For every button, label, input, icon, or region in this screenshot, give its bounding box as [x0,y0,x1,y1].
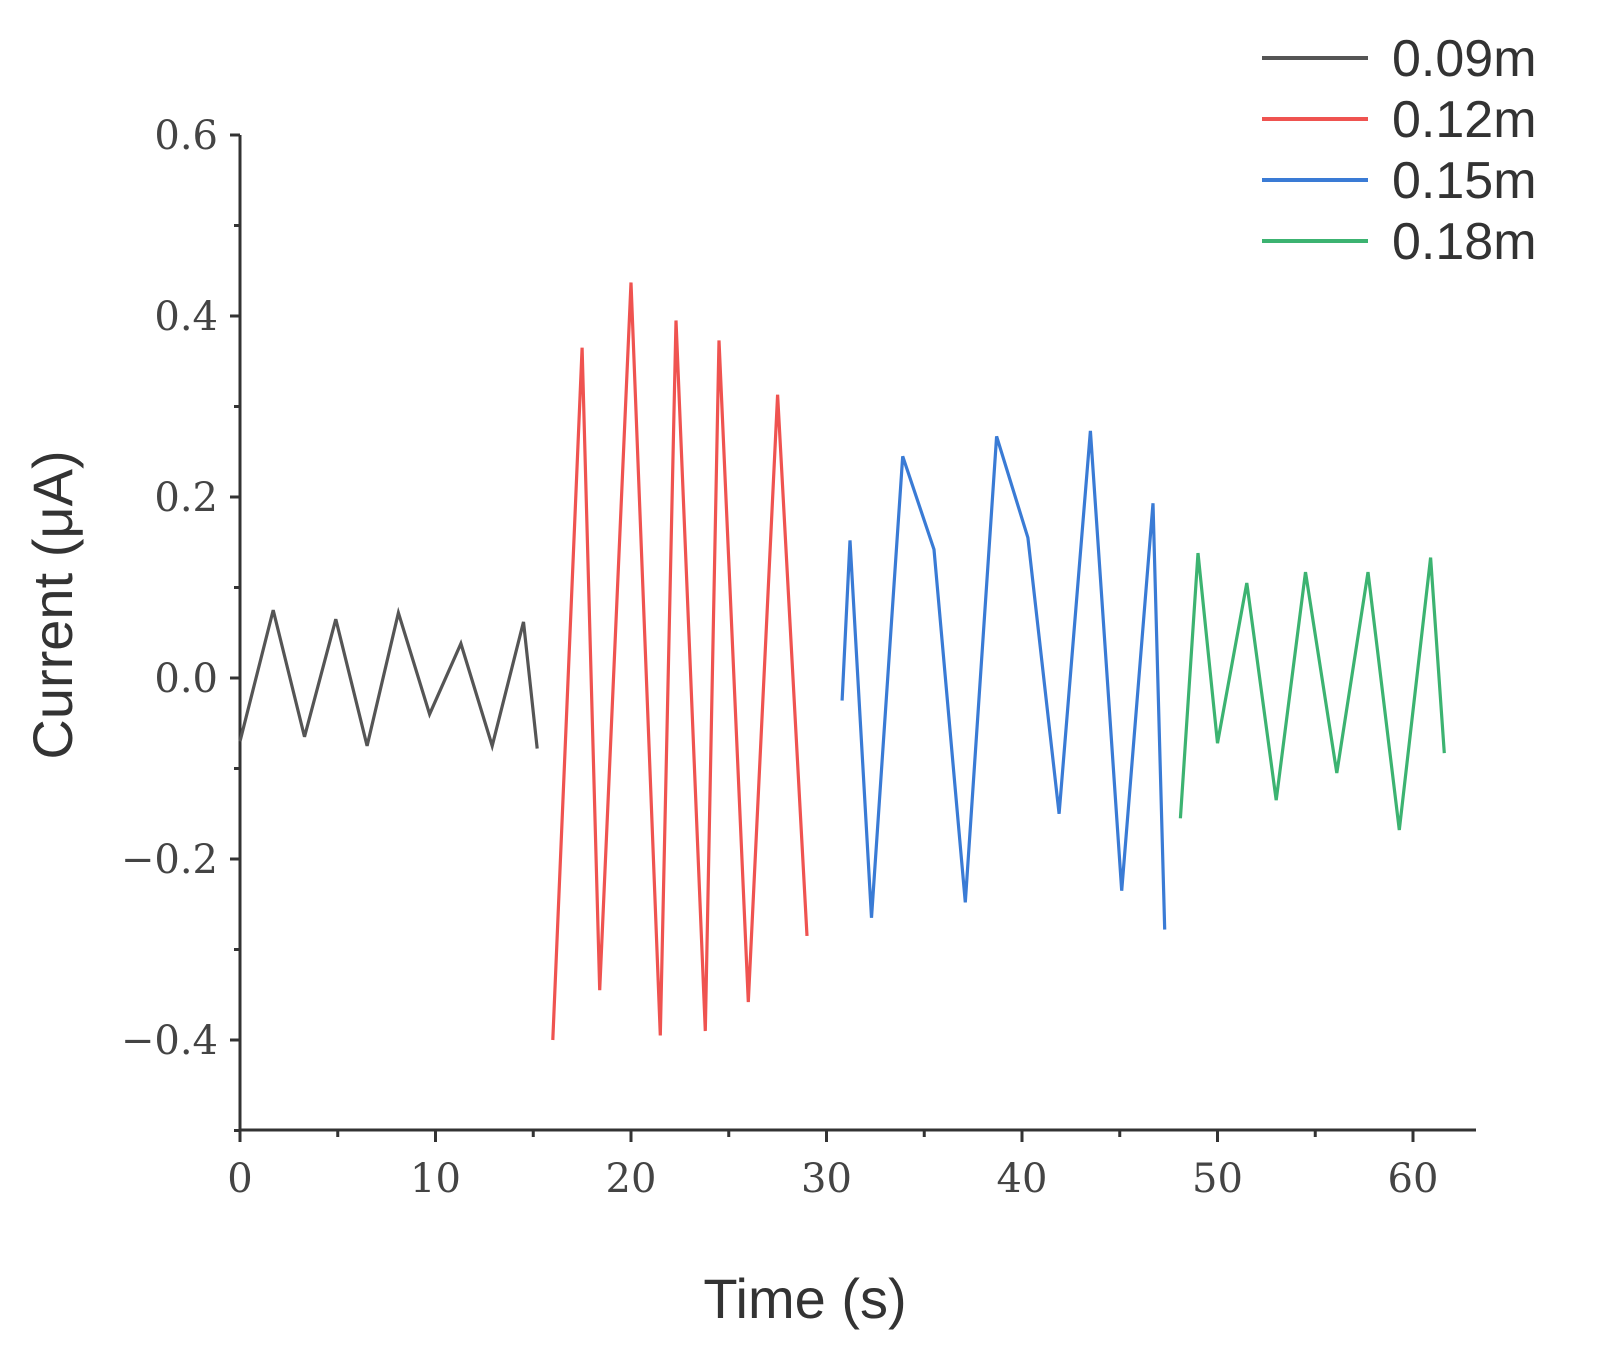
x-tick-label: 40 [997,1156,1048,1202]
y-axis: −0.4 −0.2 0.0 0.2 0.4 0.6 [121,113,242,1132]
y-tick-label: −0.2 [121,837,218,883]
y-axis-title: Current (μA) [21,450,84,759]
legend-label: 0.15m [1392,152,1537,210]
series-line-0.12m [551,282,809,1041]
y-tick-label: −0.4 [121,1018,218,1064]
legend-label: 0.12m [1392,91,1537,149]
series-line-0.15m [840,430,1167,930]
x-tick-label: 60 [1388,1156,1439,1202]
y-tick-label: 0.4 [154,294,218,340]
y-tick-label: 0.2 [154,475,218,521]
y-tick-label: 0.6 [154,113,218,159]
series-line-0.18m [1178,552,1446,831]
x-axis: 0 10 20 30 40 50 60 [227,1128,1476,1202]
legend-label: 0.18m [1392,213,1537,271]
x-tick-label: 10 [410,1156,461,1202]
data-series-group [238,282,1446,1041]
series-line-0.09m [238,606,539,752]
legend-label: 0.09m [1392,30,1537,88]
x-tick-label: 50 [1192,1156,1243,1202]
x-axis-title: Time (s) [703,1267,906,1330]
x-tick-label: 20 [606,1156,657,1202]
x-tick-label: 30 [801,1156,852,1202]
y-tick-label: 0.0 [154,656,218,702]
x-tick-label: 0 [227,1156,252,1202]
